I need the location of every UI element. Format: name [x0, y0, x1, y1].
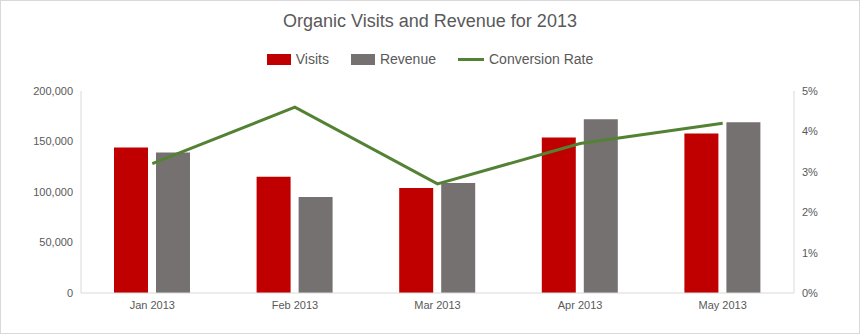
svg-text:Jan 2013: Jan 2013: [130, 299, 175, 311]
html-text:Conversion Rate: Conversion Rate: [489, 51, 594, 67]
svg-text:50,000: 50,000: [39, 236, 73, 248]
svg-text:0%: 0%: [802, 287, 818, 299]
svg-text:May 2013: May 2013: [699, 299, 747, 311]
html-text:Revenue: Revenue: [379, 51, 436, 67]
svg-text:5%: 5%: [802, 85, 818, 97]
svg-text:4%: 4%: [802, 125, 818, 137]
html-text:Organic Visits and Revenue for: Organic Visits and Revenue for 2013: [283, 11, 577, 31]
html-text:Visits: Visits: [295, 51, 329, 67]
svg-text:Mar 2013: Mar 2013: [414, 299, 460, 311]
svg-text:3%: 3%: [802, 166, 818, 178]
svg-text:Feb 2013: Feb 2013: [272, 299, 318, 311]
svg-text:0: 0: [67, 287, 73, 299]
svg-text:2%: 2%: [802, 206, 818, 218]
svg-text:100,000: 100,000: [33, 186, 73, 198]
svg-text:150,000: 150,000: [33, 135, 73, 147]
svg-text:1%: 1%: [802, 247, 818, 259]
svg-text:Apr 2013: Apr 2013: [558, 299, 603, 311]
svg-text:200,000: 200,000: [33, 85, 73, 97]
